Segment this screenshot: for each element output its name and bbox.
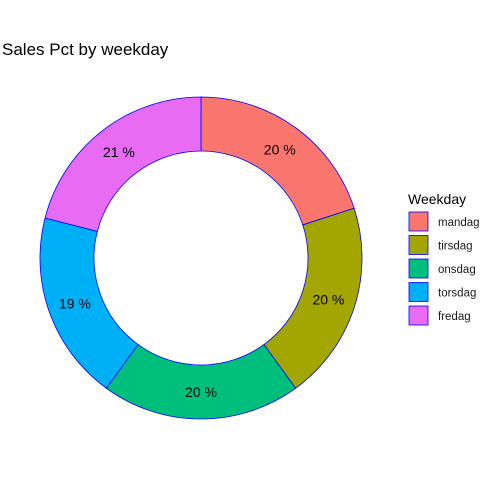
legend-label-fredag: fredag bbox=[438, 311, 471, 323]
legend-item-tirsdag: tirsdag bbox=[408, 235, 473, 255]
slice-label-torsdag: 19 % bbox=[59, 295, 91, 311]
legend-swatch-torsdag bbox=[408, 282, 429, 302]
chart-title: Sales Pct by weekday bbox=[2, 40, 169, 59]
legend: Weekday mandag tirsdag onsdag torsdag fredag bbox=[408, 191, 480, 326]
legend-item-onsdag: onsdag bbox=[408, 258, 476, 279]
legend-label-mandag: mandag bbox=[438, 217, 480, 229]
slice-label-tirsdag: 20 % bbox=[312, 291, 344, 307]
slice-labels-group: 20 % 20 % 20 % 19 % 21 % bbox=[59, 142, 344, 400]
legend-item-fredag: fredag bbox=[408, 305, 471, 326]
slice-label-fredag: 21 % bbox=[103, 144, 135, 160]
slice-fredag bbox=[44, 96, 202, 232]
slice-label-mandag: 20 % bbox=[264, 142, 296, 158]
legend-swatch-mandag bbox=[408, 211, 429, 232]
legend-item-mandag: mandag bbox=[408, 211, 480, 232]
legend-label-torsdag: torsdag bbox=[438, 288, 476, 300]
legend-label-onsdag: onsdag bbox=[438, 264, 476, 276]
slice-label-onsdag: 20 % bbox=[185, 384, 217, 400]
legend-swatch-onsdag bbox=[408, 258, 429, 279]
legend-title: Weekday bbox=[408, 191, 466, 207]
legend-label-tirsdag: tirsdag bbox=[438, 241, 473, 253]
legend-swatch-tirsdag bbox=[408, 235, 429, 255]
legend-items: mandag tirsdag onsdag torsdag fredag bbox=[408, 211, 480, 326]
slices-group bbox=[39, 96, 363, 420]
legend-swatch-fredag bbox=[408, 305, 429, 326]
legend-item-torsdag: torsdag bbox=[408, 282, 476, 302]
